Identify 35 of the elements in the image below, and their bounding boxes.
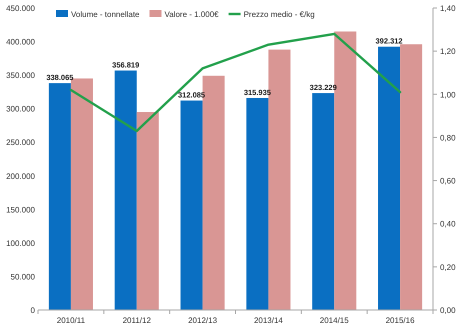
x-tick-label: 2010/11 bbox=[56, 316, 86, 325]
y2-tick-label: 0,60 bbox=[440, 176, 456, 186]
y-tick-label: 0 bbox=[30, 306, 36, 315]
y-tick-label: 350.000 bbox=[6, 71, 36, 80]
bar bbox=[246, 98, 268, 310]
x-tick-label: 2015/16 bbox=[386, 316, 416, 325]
bar bbox=[114, 70, 137, 310]
y-tick-label: 300.000 bbox=[6, 104, 36, 114]
y2-tick-label: 1,00 bbox=[440, 90, 456, 100]
x-tick-label: 2013/14 bbox=[254, 316, 284, 325]
y2-tick-label: 0,00 bbox=[440, 306, 456, 315]
y2-tick-label: 0,40 bbox=[440, 220, 456, 229]
bar bbox=[312, 93, 334, 310]
bar bbox=[400, 44, 422, 310]
y-tick-label: 100.000 bbox=[6, 238, 36, 248]
legend-label: Volume - tonnellate bbox=[71, 10, 140, 19]
y-tick-label: 400.000 bbox=[6, 38, 36, 47]
y2-tick-label: 1,40 bbox=[440, 4, 456, 13]
legend-label: Valore - 1.000€ bbox=[164, 10, 220, 19]
y-tick-label: 450.000 bbox=[6, 4, 36, 13]
y2-tick-label: 1,20 bbox=[440, 47, 456, 56]
legend-label: Prezzo medio - €/kg bbox=[244, 10, 315, 19]
y-tick-label: 250.000 bbox=[6, 138, 36, 148]
y-tick-label: 200.000 bbox=[6, 172, 36, 181]
y2-tick-label: 0,80 bbox=[440, 133, 456, 142]
y-tick-label: 50.000 bbox=[10, 272, 36, 282]
bar bbox=[378, 46, 400, 310]
bar bbox=[48, 83, 71, 310]
y-tick-label: 150.000 bbox=[6, 205, 36, 214]
bar bbox=[136, 112, 159, 310]
x-tick-label: 2012/13 bbox=[188, 316, 218, 325]
x-tick-label: 2011/12 bbox=[122, 316, 152, 325]
y2-tick-label: 0,20 bbox=[440, 262, 456, 272]
x-tick-label: 2014/15 bbox=[320, 316, 350, 325]
bar bbox=[180, 100, 203, 310]
